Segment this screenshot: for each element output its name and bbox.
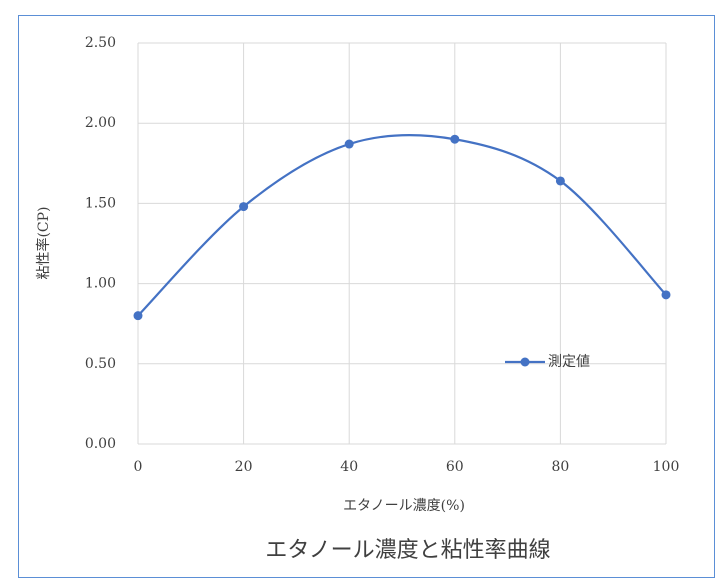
y-tick-label: 1.50 [85, 195, 116, 211]
y-tick-label: 2.50 [85, 35, 116, 51]
x-tick-label: 40 [340, 459, 358, 475]
y-tick-label: 0.50 [85, 356, 116, 372]
x-tick-label: 60 [446, 459, 464, 475]
y-axis-label: 粘性率(CP) [35, 206, 52, 279]
series-line [137, 133, 667, 317]
chart-border [18, 15, 715, 578]
x-tick-label: 0 [134, 459, 143, 475]
x-tick-label: 20 [235, 459, 253, 475]
data-point [239, 202, 249, 212]
data-point [450, 134, 460, 144]
x-tick-label: 80 [551, 459, 569, 475]
data-point [555, 176, 565, 186]
data-point [133, 311, 143, 321]
legend-marker [520, 357, 530, 367]
y-tick-label: 2.00 [85, 115, 116, 131]
x-axis-label: エタノール濃度(%) [343, 498, 465, 514]
data-point [344, 139, 354, 149]
x-tick-label: 100 [653, 459, 680, 475]
y-tick-label: 1.00 [85, 276, 116, 292]
legend-label: 測定値 [548, 354, 590, 370]
chart-title: エタノール濃度と粘性率曲線 [265, 538, 550, 563]
y-tick-label: 0.00 [85, 436, 116, 452]
data-point [661, 290, 671, 300]
